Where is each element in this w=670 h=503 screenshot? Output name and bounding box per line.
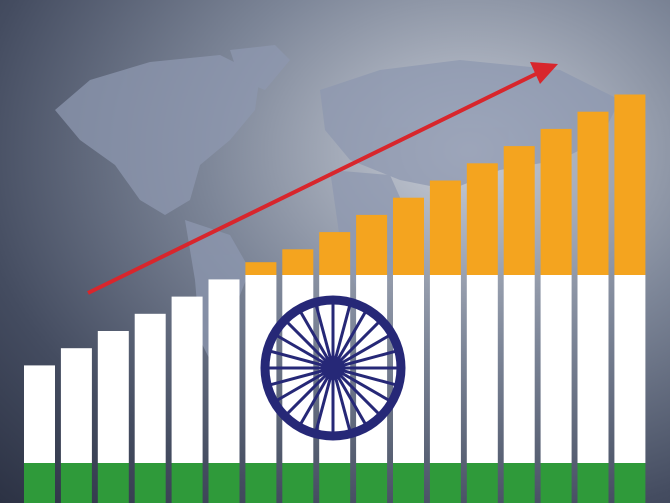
bar-green-segment [614, 463, 646, 503]
bar-green-segment [97, 463, 129, 503]
bar-white-segment [134, 313, 166, 463]
bar [614, 94, 646, 503]
bar-saffron-segment [282, 249, 314, 275]
bar-green-segment [24, 463, 55, 503]
bar-white-segment [614, 275, 646, 463]
chakra-hub [321, 356, 345, 380]
bar-green-segment [319, 463, 351, 503]
bar-saffron-segment [319, 232, 351, 275]
bar-green-segment [356, 463, 388, 503]
bar-green-segment [282, 463, 314, 503]
bar-white-segment [171, 296, 203, 463]
bar-white-segment [97, 331, 129, 463]
bar-white-segment [24, 365, 55, 463]
bar-green-segment [245, 463, 277, 503]
bar [60, 348, 92, 503]
bar-saffron-segment [614, 94, 646, 275]
bar-green-segment [540, 463, 572, 503]
map-greenland [230, 45, 290, 90]
bar-saffron-segment [503, 146, 535, 275]
bar-white-segment [577, 275, 609, 463]
bar-green-segment [208, 463, 240, 503]
bar [429, 180, 461, 503]
bar-saffron-segment [356, 214, 388, 275]
map-north-america [55, 55, 260, 215]
bar [540, 128, 572, 503]
bar-green-segment [577, 463, 609, 503]
bar-white-segment [466, 275, 498, 463]
bar-saffron-segment [245, 262, 277, 275]
bar-white-segment [503, 275, 535, 463]
bar-green-segment [171, 463, 203, 503]
bar-green-segment [503, 463, 535, 503]
bar [134, 313, 166, 503]
ashoka-chakra [260, 295, 406, 441]
bar-saffron-segment [393, 197, 424, 275]
bar-saffron-segment [429, 180, 461, 275]
bar-green-segment [393, 463, 424, 503]
bar-saffron-segment [466, 163, 498, 275]
bar-white-segment [208, 279, 240, 463]
bar-green-segment [466, 463, 498, 503]
bar-saffron-segment [577, 111, 609, 275]
bars [24, 94, 646, 503]
bar [97, 331, 129, 503]
bar [208, 279, 240, 503]
bar [24, 365, 55, 503]
bar [245, 262, 277, 503]
bar-green-segment [429, 463, 461, 503]
bar [503, 146, 535, 503]
bar-saffron-segment [540, 128, 572, 275]
bar [466, 163, 498, 503]
arrow-shaft [87, 70, 541, 295]
bar-green-segment [60, 463, 92, 503]
bar-white-segment [60, 348, 92, 463]
bar-green-segment [134, 463, 166, 503]
bar-white-segment [429, 275, 461, 463]
arrow-head [530, 62, 558, 84]
chakra-rim [260, 295, 406, 441]
bar [577, 111, 609, 503]
bar [171, 296, 203, 503]
bar-white-segment [540, 275, 572, 463]
trend-arrow [87, 62, 558, 295]
